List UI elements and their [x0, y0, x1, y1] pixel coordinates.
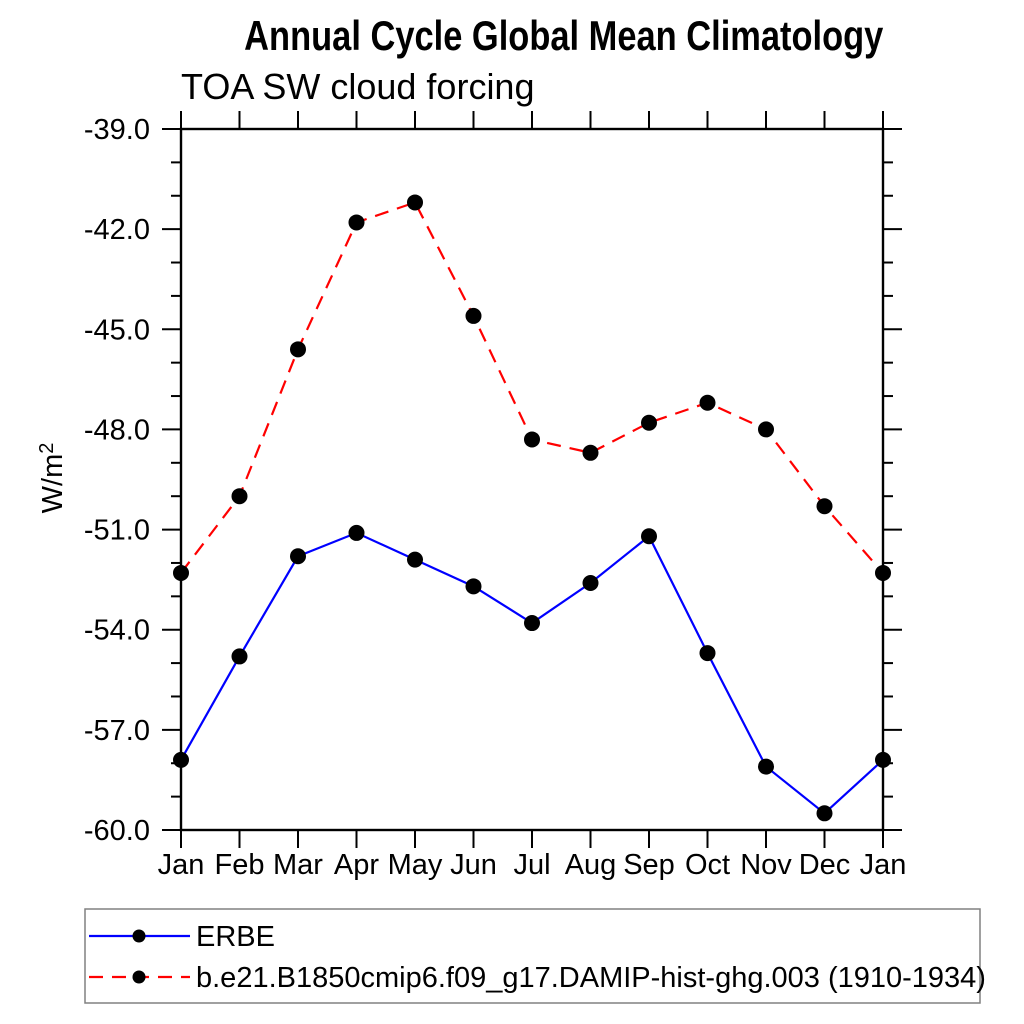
x-axis-tick-label: Jan — [860, 849, 907, 881]
y-axis-tick-label: -60.0 — [84, 815, 150, 847]
x-axis-tick-label: Jul — [513, 849, 550, 881]
series-marker-1 — [290, 341, 306, 358]
series-marker-0 — [641, 528, 657, 545]
series-marker-1 — [699, 394, 716, 411]
series-marker-0 — [758, 758, 774, 775]
y-axis-tick-label: -54.0 — [84, 615, 150, 647]
y-axis-tick-label: -45.0 — [84, 314, 150, 346]
series-marker-1 — [173, 564, 189, 581]
chart-subtitle: TOA SW cloud forcing — [181, 66, 535, 107]
legend-label-0: ERBE — [196, 921, 275, 953]
x-axis-tick-label: May — [388, 849, 443, 881]
series-marker-0 — [582, 574, 599, 591]
series-marker-0 — [348, 524, 365, 541]
y-axis-title: W/m2 — [36, 443, 69, 514]
series-marker-1 — [641, 414, 657, 431]
series-marker-0 — [875, 751, 891, 768]
x-axis-tick-label: Sep — [623, 849, 675, 881]
series-marker-1 — [758, 421, 774, 438]
series-marker-0 — [524, 615, 540, 632]
series-marker-0 — [699, 645, 716, 662]
series-marker-0 — [816, 805, 833, 822]
legend-marker-1 — [132, 970, 146, 984]
axis-frame — [179, 127, 885, 832]
series-marker-0 — [173, 751, 189, 768]
series-marker-1 — [582, 444, 599, 461]
x-axis-tick-label: Oct — [685, 849, 730, 881]
x-axis-tick-label: Feb — [215, 849, 265, 881]
y-axis-tick-label: -57.0 — [84, 715, 150, 747]
x-axis-tick-label: Mar — [273, 849, 323, 881]
series-marker-1 — [407, 194, 423, 211]
series-marker-0 — [290, 548, 306, 565]
series-marker-1 — [231, 488, 248, 505]
legend-label-1: b.e21.B1850cmip6.f09_g17.DAMIP-hist-ghg.… — [196, 962, 986, 994]
y-axis-tick-label: -42.0 — [84, 214, 150, 246]
series-marker-1 — [875, 564, 891, 581]
x-axis-tick-label: Aug — [565, 849, 617, 881]
series-line-0 — [180, 531, 884, 815]
series-marker-0 — [407, 551, 423, 568]
y-axis-tick-label: -48.0 — [84, 414, 150, 446]
y-axis-tick-label: -51.0 — [84, 515, 150, 547]
x-axis-tick-label: Dec — [799, 849, 851, 881]
series-marker-0 — [231, 648, 248, 665]
series-marker-1 — [816, 498, 833, 515]
x-axis-tick-label: Apr — [334, 849, 379, 881]
series-marker-1 — [465, 307, 482, 324]
series-marker-1 — [348, 214, 365, 231]
legend-marker-0 — [132, 929, 146, 943]
x-axis-tick-label: Nov — [740, 849, 792, 881]
chart-title: Annual Cycle Global Mean Climatology — [244, 12, 884, 59]
y-axis-tick-label: -39.0 — [84, 114, 150, 146]
legend-box — [84, 908, 981, 1004]
x-axis-tick-label: Jan — [158, 849, 205, 881]
series-marker-0 — [465, 578, 482, 595]
series-line-1 — [180, 201, 884, 574]
x-axis-tick-label: Jun — [450, 849, 497, 881]
series-marker-1 — [524, 431, 540, 448]
